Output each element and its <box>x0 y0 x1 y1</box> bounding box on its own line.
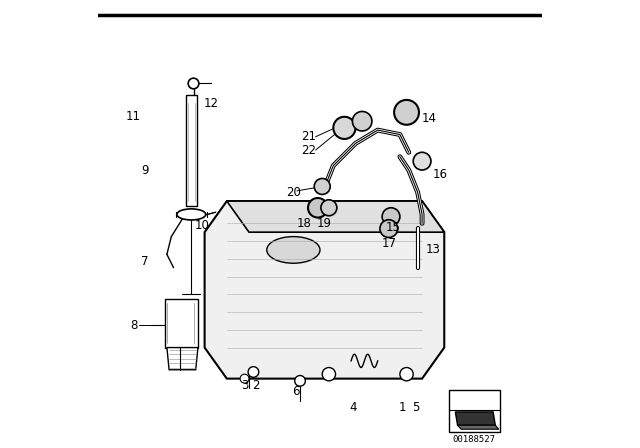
Text: 8: 8 <box>130 319 138 332</box>
Text: 22: 22 <box>301 143 316 156</box>
Text: 7: 7 <box>141 254 148 267</box>
Circle shape <box>394 100 419 125</box>
Text: 4: 4 <box>349 401 357 414</box>
Text: 12: 12 <box>204 97 219 110</box>
Circle shape <box>240 374 249 383</box>
Circle shape <box>294 375 305 386</box>
Polygon shape <box>167 348 198 370</box>
Ellipse shape <box>267 237 320 263</box>
Circle shape <box>333 117 355 139</box>
Text: 11: 11 <box>126 110 141 123</box>
Ellipse shape <box>177 209 205 220</box>
Text: 2: 2 <box>252 379 259 392</box>
Circle shape <box>322 367 335 381</box>
Circle shape <box>308 198 328 218</box>
Text: 14: 14 <box>421 112 436 125</box>
Text: 3: 3 <box>241 379 248 392</box>
FancyBboxPatch shape <box>164 299 198 348</box>
Text: 21: 21 <box>301 130 316 143</box>
Text: 00188527: 00188527 <box>452 435 495 444</box>
Polygon shape <box>458 425 499 429</box>
Text: 9: 9 <box>141 164 148 177</box>
Circle shape <box>353 112 372 131</box>
Text: 18: 18 <box>297 217 312 230</box>
Polygon shape <box>205 201 444 379</box>
Text: 20: 20 <box>286 186 301 199</box>
Circle shape <box>321 200 337 216</box>
Circle shape <box>314 178 330 194</box>
Text: 10: 10 <box>195 219 210 232</box>
Text: 16: 16 <box>433 168 447 181</box>
Text: 13: 13 <box>426 243 440 256</box>
Polygon shape <box>227 201 444 232</box>
Circle shape <box>188 78 199 89</box>
Text: 19: 19 <box>317 217 332 230</box>
Polygon shape <box>456 412 495 425</box>
Circle shape <box>413 152 431 170</box>
Text: 5: 5 <box>412 401 419 414</box>
Circle shape <box>380 220 397 237</box>
FancyBboxPatch shape <box>449 390 500 432</box>
Circle shape <box>382 208 400 225</box>
Text: 17: 17 <box>381 237 396 250</box>
FancyBboxPatch shape <box>186 95 197 206</box>
Circle shape <box>248 366 259 377</box>
Text: 1: 1 <box>398 401 406 414</box>
Circle shape <box>400 367 413 381</box>
Text: 15: 15 <box>386 221 401 234</box>
Text: 6: 6 <box>292 385 300 398</box>
